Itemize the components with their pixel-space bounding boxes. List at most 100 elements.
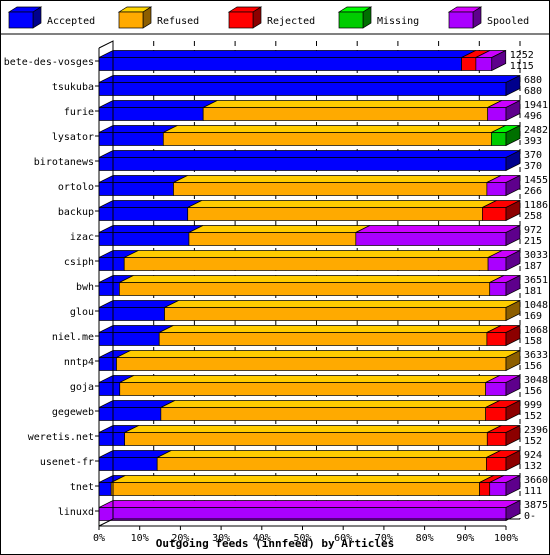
bar-segment-rejected bbox=[486, 332, 507, 346]
bar-total-label: 1455 bbox=[524, 175, 548, 186]
bar-segment-spooled bbox=[487, 107, 507, 121]
legend-label-spooled: Spooled bbox=[487, 16, 529, 27]
bar-segment-refused bbox=[158, 332, 488, 346]
category-label: niel.me bbox=[52, 332, 94, 343]
bar-segment-refused bbox=[188, 232, 357, 246]
bar-segment-accepted bbox=[98, 232, 190, 246]
bar-segment-refused bbox=[160, 407, 487, 421]
legend: Accepted Refused Rejected Missing Spooled bbox=[7, 6, 529, 29]
chart-title: Outgoing feeds (innfeed) by Articles bbox=[156, 537, 394, 550]
category-label: gegeweb bbox=[52, 407, 94, 418]
bar-segment-refused bbox=[124, 432, 488, 446]
legend-swatch-missing bbox=[338, 11, 364, 29]
bar-segment-side bbox=[505, 99, 521, 122]
bar-accepted-label: 370 bbox=[524, 161, 542, 172]
legend-label-accepted: Accepted bbox=[47, 16, 95, 27]
bar-segment-top bbox=[173, 175, 502, 183]
bar-segment-refused bbox=[173, 182, 488, 196]
bar-total-label: 924 bbox=[524, 450, 542, 461]
bar-total-label: 2396 bbox=[524, 425, 548, 436]
bar-segment-rejected bbox=[479, 482, 491, 496]
x-tick-label: 70% bbox=[375, 533, 393, 544]
category-label: linuxd bbox=[58, 507, 94, 518]
bar-accepted-label: 496 bbox=[524, 111, 542, 122]
category-label: bete-des-vosges bbox=[4, 57, 94, 68]
bar-segment-top bbox=[164, 300, 521, 308]
bar-segment-side bbox=[505, 374, 521, 397]
bar-accepted-label: 680 bbox=[524, 86, 542, 97]
bar-segment-top bbox=[188, 225, 370, 233]
x-tick-label: 90% bbox=[456, 533, 474, 544]
bar-segment-side bbox=[505, 424, 521, 447]
bar-segment-side bbox=[505, 274, 521, 297]
legend-label-rejected: Rejected bbox=[267, 16, 315, 27]
bar-accepted-label: 158 bbox=[524, 336, 542, 347]
bar-segment-top bbox=[98, 175, 188, 183]
bar-accepted-label: 215 bbox=[524, 236, 542, 247]
category-label: nntp4 bbox=[64, 357, 94, 368]
bar-segment-rejected bbox=[485, 407, 507, 421]
x-tick-label: 20% bbox=[171, 533, 189, 544]
bars: 1252111568068019414962482393370370145526… bbox=[98, 49, 548, 522]
bar-segment-top bbox=[159, 325, 502, 333]
category-label: tsukuba bbox=[52, 82, 94, 93]
bar-segment-refused bbox=[156, 457, 487, 471]
x-tick-label: 100% bbox=[494, 533, 518, 544]
bar-segment-refused bbox=[123, 257, 489, 271]
bar-segment-refused bbox=[110, 482, 480, 496]
bar-segment-top bbox=[355, 225, 521, 233]
x-tick-label: 0% bbox=[93, 533, 105, 544]
bar-segment-side bbox=[505, 299, 521, 322]
bar-total-label: 3875 bbox=[524, 500, 548, 511]
x-tick-label: 30% bbox=[212, 533, 230, 544]
bar-segment-side bbox=[505, 124, 521, 147]
bar-segment-accepted bbox=[98, 107, 204, 121]
legend-swatch-refused bbox=[118, 11, 144, 29]
bar-segment-rejected bbox=[482, 207, 507, 221]
bar-total-label: 3048 bbox=[524, 375, 548, 386]
bar-segment-top bbox=[98, 75, 521, 83]
category-label: glou bbox=[70, 307, 94, 318]
bar-segment-top bbox=[98, 100, 218, 108]
bar-segment-accepted bbox=[98, 357, 117, 371]
category-label: weretis.net bbox=[28, 432, 94, 443]
bar-segment-side bbox=[505, 349, 521, 372]
bar-segment-accepted bbox=[98, 82, 507, 96]
bar-total-label: 370 bbox=[524, 150, 542, 161]
category-label: usenet-fr bbox=[40, 457, 94, 468]
bar-segment-top bbox=[98, 500, 521, 508]
bar-segment-top bbox=[124, 250, 503, 258]
bar-segment-accepted bbox=[98, 282, 120, 296]
category-label: izac bbox=[70, 232, 94, 243]
bar-accepted-label: 111 bbox=[524, 486, 542, 497]
bar-total-label: 1252 bbox=[510, 50, 534, 61]
bar-segment-spooled bbox=[475, 57, 493, 71]
bar-segment-top bbox=[98, 150, 521, 158]
bar-total-label: 972 bbox=[524, 225, 542, 236]
bar-segment-spooled bbox=[355, 232, 507, 246]
category-label: ortolo bbox=[58, 182, 94, 193]
category-label: backup bbox=[58, 207, 94, 218]
bar-accepted-label: 181 bbox=[524, 286, 542, 297]
bar-segment-side bbox=[505, 449, 521, 472]
bar-segment-refused bbox=[164, 307, 507, 321]
bar-segment-refused bbox=[162, 132, 492, 146]
bar-segment-accepted bbox=[98, 157, 507, 171]
bar-total-label: 2482 bbox=[524, 125, 548, 136]
bar-segment-side bbox=[505, 324, 521, 347]
bar-segment-rejected bbox=[486, 457, 507, 471]
x-tick-label: 50% bbox=[293, 533, 311, 544]
legend-label-refused: Refused bbox=[157, 16, 199, 27]
